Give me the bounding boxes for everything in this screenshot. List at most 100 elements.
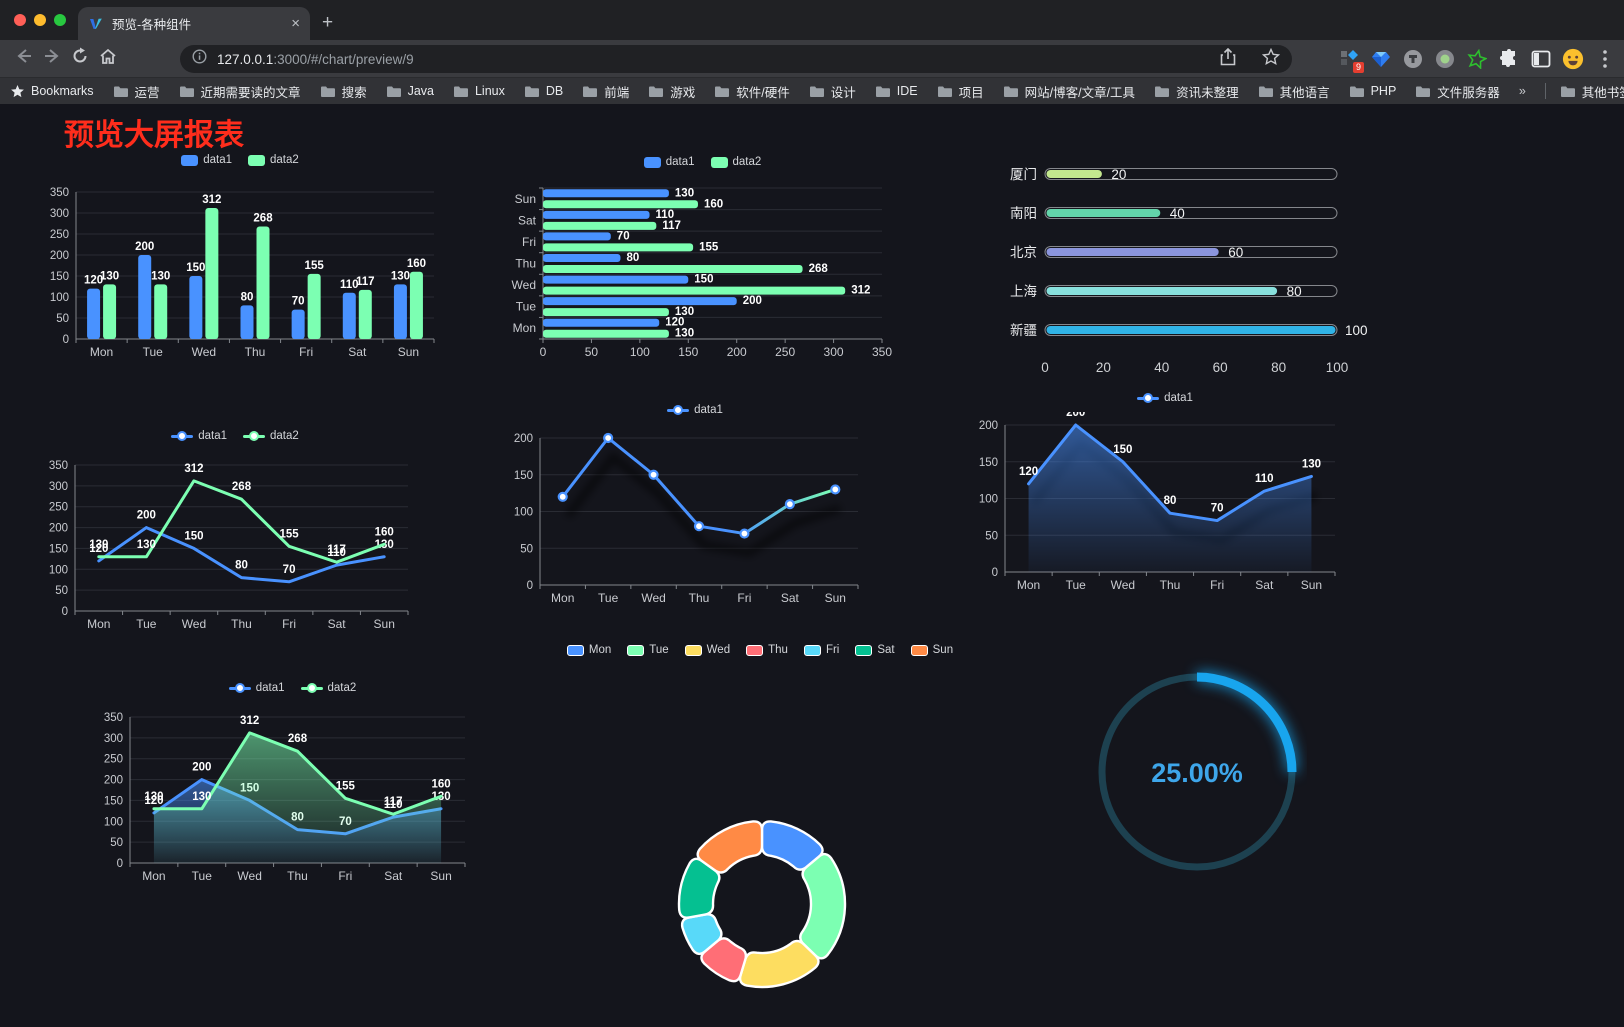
blocker-extension-icon[interactable]: 9 xyxy=(1338,48,1364,73)
pie-slice-Tue[interactable] xyxy=(799,852,847,960)
point-data1-Sun[interactable] xyxy=(830,484,841,495)
chart-bar-grouped[interactable]: data1 data2 0 50 100 150 200 250 300 350 Mon Tue Wed… xyxy=(40,150,440,375)
point-data1-Fri[interactable] xyxy=(739,528,750,539)
chart-bar-horizontal[interactable]: data1 data2 0 50 100 150 200 250 300 350 Mon Tue Wed… xyxy=(505,152,900,381)
close-window-button[interactable] xyxy=(14,14,26,26)
hbar-data1-Wed[interactable] xyxy=(543,275,689,284)
bar-data2-Thu[interactable] xyxy=(256,226,270,339)
legend-item-Sun[interactable]: Sun xyxy=(910,644,953,656)
tab-close-icon[interactable]: × xyxy=(291,15,300,32)
hbar-data2-Tue[interactable] xyxy=(543,308,669,317)
bar-data1-Wed[interactable] xyxy=(189,276,203,339)
progress-bar-厦门[interactable] xyxy=(1046,170,1102,178)
progress-bar-北京[interactable] xyxy=(1046,248,1219,256)
bar-data1-Thu[interactable] xyxy=(240,305,254,339)
monkey-extension-icon[interactable] xyxy=(1402,48,1424,70)
hbar-data2-Fri[interactable] xyxy=(543,243,694,252)
point-data1-Sat[interactable] xyxy=(784,499,795,510)
bookmark-item[interactable]: 游戏 xyxy=(648,82,695,101)
legend-item-Fri[interactable]: Fri xyxy=(803,644,839,656)
chart-line-two-series[interactable]: data1 data2 0 50 100 150 200 250 300 350 Mon Tue Wed… xyxy=(45,426,425,653)
bookmark-item[interactable]: 近期需要读的文章 xyxy=(179,82,301,101)
hbar-data1-Fri[interactable] xyxy=(543,232,611,241)
legend-item-data1[interactable]: data1 xyxy=(667,404,723,416)
legend-item-Mon[interactable]: Mon xyxy=(566,644,611,656)
point-data1-Tue[interactable] xyxy=(603,432,614,444)
bookmark-item[interactable]: 运营 xyxy=(113,82,160,101)
pie-slice-Fri[interactable] xyxy=(680,913,723,956)
bookmark-item[interactable]: 搜索 xyxy=(320,82,367,101)
legend-item-data2[interactable]: data2 xyxy=(300,682,356,694)
chart-donut-pie[interactable]: Mon Tue Wed Thu Fri Sat Sun xyxy=(550,640,970,999)
gauge-progress-arc[interactable] xyxy=(1196,672,1297,773)
back-icon[interactable] xyxy=(10,48,38,69)
bookmark-item[interactable]: IDE xyxy=(875,82,918,101)
pie-slice-Sat[interactable] xyxy=(677,857,721,919)
bar-data2-Wed[interactable] xyxy=(205,207,219,339)
home-icon[interactable] xyxy=(94,48,122,70)
legend-item-data1[interactable]: data1 xyxy=(181,154,232,166)
hbar-data2-Mon[interactable] xyxy=(543,329,669,338)
gem-extension-icon[interactable] xyxy=(1370,48,1392,70)
hbar-data1-Sat[interactable] xyxy=(543,210,650,219)
extensions-puzzle-icon[interactable] xyxy=(1498,48,1520,70)
hbar-data1-Tue[interactable] xyxy=(543,297,737,306)
bookmark-star-icon[interactable] xyxy=(1261,47,1281,71)
bar-data2-Sat[interactable] xyxy=(358,289,372,339)
point-data1-Mon[interactable] xyxy=(557,491,568,502)
legend-item-data1[interactable]: data1 xyxy=(1137,392,1193,404)
bar-data2-Tue[interactable] xyxy=(154,284,168,339)
new-tab-button[interactable]: + xyxy=(322,12,334,33)
other-bookmarks[interactable]: 其他书签 xyxy=(1560,82,1624,101)
reload-icon[interactable] xyxy=(66,47,94,70)
chart-progress-bars[interactable]: 厦门 20 南阳 40 北京 60 上海 80 新疆 100 0 20 40 60 80 100 xyxy=(1000,156,1390,389)
hbar-data1-Mon[interactable] xyxy=(543,318,660,327)
bookmark-item[interactable]: 设计 xyxy=(809,82,856,101)
point-data1-Thu[interactable] xyxy=(693,521,705,532)
menu-kebab-icon[interactable] xyxy=(1594,48,1616,70)
point-data1-Wed[interactable] xyxy=(648,469,659,480)
progress-bar-上海[interactable] xyxy=(1046,287,1278,295)
chart-area-single[interactable]: data1 0 50 100 150 200 Mon Tue Wed Thu Fri Sat Sun 12… xyxy=(975,388,1355,617)
bar-data1-Mon[interactable] xyxy=(87,288,101,339)
bookmark-item[interactable]: Java xyxy=(386,82,434,101)
green-star-extension-icon[interactable] xyxy=(1466,48,1488,70)
site-info-icon[interactable] xyxy=(192,49,207,69)
browser-tab[interactable]: 预览-各种组件 × xyxy=(78,7,310,40)
bar-data2-Mon[interactable] xyxy=(103,284,117,339)
hbar-data2-Sat[interactable] xyxy=(543,221,657,230)
legend-item-data1[interactable]: data1 xyxy=(171,430,227,442)
pie-slice-Wed[interactable] xyxy=(738,939,820,989)
profile-avatar[interactable] xyxy=(1562,48,1584,70)
recorder-extension-icon[interactable] xyxy=(1434,48,1456,70)
bar-data2-Fri[interactable] xyxy=(307,273,321,339)
chart-area-two-series[interactable]: data1 data2 0 50 100 150 200 250 300 350 Mon Tue Wed… xyxy=(100,678,485,907)
bar-data1-Tue[interactable] xyxy=(138,255,152,339)
forward-icon[interactable] xyxy=(38,48,66,69)
bookmark-item[interactable]: 软件/硬件 xyxy=(714,82,790,101)
bookmark-item[interactable]: 文件服务器 xyxy=(1415,82,1500,101)
bookmark-item[interactable]: 项目 xyxy=(937,82,984,101)
bookmark-item[interactable]: 其他语言 xyxy=(1258,82,1330,101)
side-panel-icon[interactable] xyxy=(1530,48,1552,70)
legend-item-Wed[interactable]: Wed xyxy=(684,644,730,656)
hbar-data2-Thu[interactable] xyxy=(543,265,803,273)
chart-line-gradient[interactable]: data1 0 50 100 150 200 Mon Tue Wed Thu Fri Sat Sun xyxy=(510,400,880,629)
url-text[interactable]: 127.0.0.1:3000/#/chart/preview/9 xyxy=(217,52,1220,67)
pie-slice-Thu[interactable] xyxy=(700,937,748,983)
share-icon[interactable] xyxy=(1220,47,1236,71)
legend-item-data1[interactable]: data1 xyxy=(643,156,695,168)
legend-item-Sat[interactable]: Sat xyxy=(855,644,895,656)
bookmarks-overflow-chevron[interactable]: » xyxy=(1518,84,1526,98)
bookmark-item[interactable]: 网站/博客/文章/工具 xyxy=(1003,82,1135,101)
bar-data1-Sun[interactable] xyxy=(393,284,407,339)
minimize-window-button[interactable] xyxy=(34,14,46,26)
legend-item-data2[interactable]: data2 xyxy=(710,156,761,168)
bookmark-item[interactable]: DB xyxy=(524,82,563,101)
legend-item-data1[interactable]: data1 xyxy=(228,682,285,694)
bookmark-item[interactable]: 前端 xyxy=(582,82,629,101)
progress-bar-南阳[interactable] xyxy=(1046,209,1161,217)
zoom-window-button[interactable] xyxy=(54,14,66,26)
chart-gauge-percent[interactable]: 25.00% xyxy=(1087,655,1307,900)
bar-data1-Sat[interactable] xyxy=(342,292,356,339)
